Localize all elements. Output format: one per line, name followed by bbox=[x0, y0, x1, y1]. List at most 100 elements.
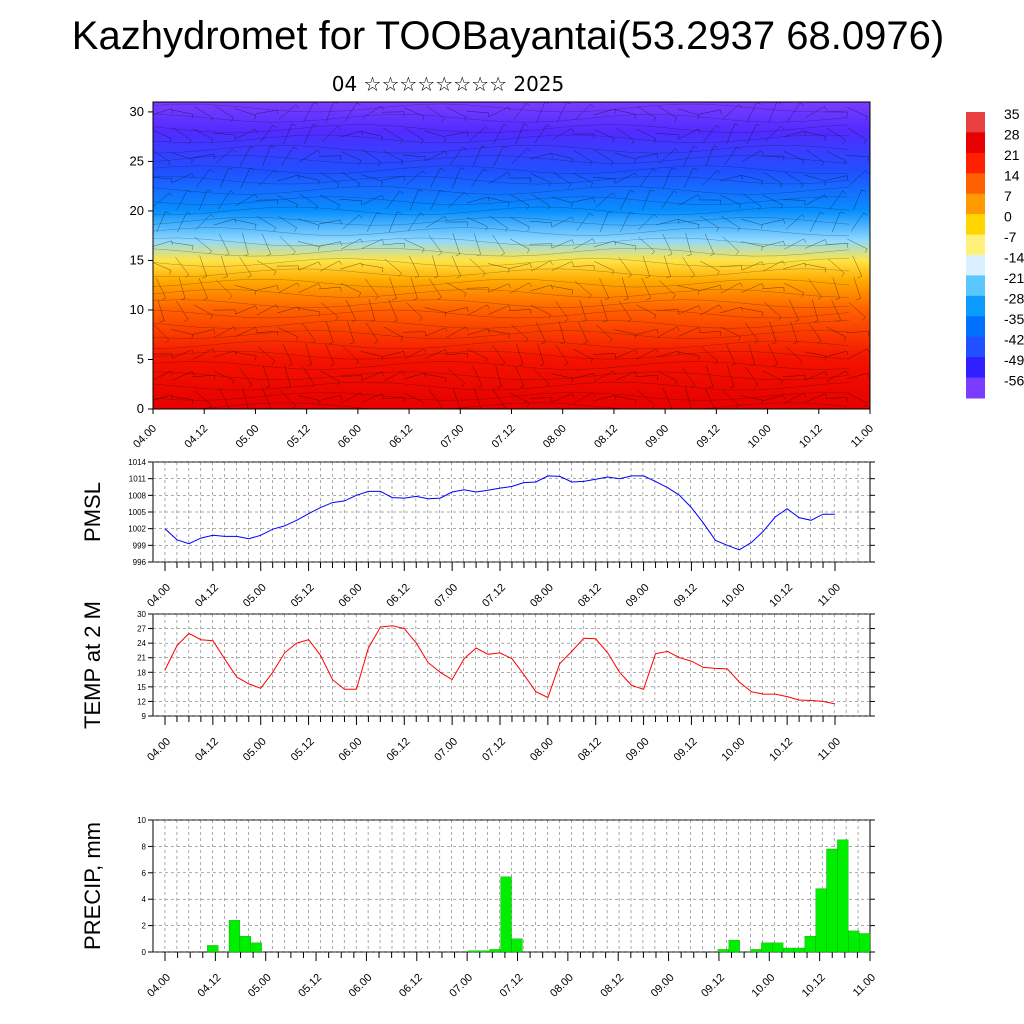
wind-barb bbox=[449, 147, 464, 165]
wind-barb bbox=[362, 194, 382, 206]
xtick-label: 05.00 bbox=[246, 972, 274, 1000]
wind-barb bbox=[704, 387, 715, 409]
wind-barb-flag bbox=[329, 342, 334, 345]
precip-bar bbox=[500, 876, 512, 953]
wind-barb bbox=[725, 343, 736, 365]
wind-barb bbox=[789, 299, 799, 321]
wind-barb bbox=[722, 104, 740, 120]
colorbar-label: 35 bbox=[1004, 106, 1020, 122]
wind-barb-flag bbox=[230, 117, 234, 122]
precip-bar bbox=[207, 945, 219, 953]
wind-barb bbox=[361, 131, 383, 137]
wind-barb bbox=[318, 286, 341, 290]
wind-barb bbox=[656, 350, 679, 358]
wind-barb bbox=[682, 256, 695, 276]
xtick-label: 06.00 bbox=[337, 582, 365, 610]
wind-barb bbox=[262, 145, 271, 167]
wind-barb-flag bbox=[714, 361, 719, 365]
wind-barb bbox=[175, 257, 189, 275]
wind-barb bbox=[153, 370, 171, 381]
wind-barb-flag bbox=[782, 260, 785, 265]
wind-barb bbox=[614, 395, 637, 401]
wind-barb-flag bbox=[611, 270, 615, 275]
wind-barb-flag bbox=[635, 245, 637, 251]
wind-barb-flag bbox=[865, 170, 869, 175]
wind-barb-flag bbox=[171, 394, 174, 400]
wind-barb bbox=[530, 173, 551, 183]
xtick-label: 04.12 bbox=[196, 972, 224, 1000]
wind-barb bbox=[783, 375, 805, 377]
wind-barb-flag bbox=[698, 356, 700, 361]
streamline bbox=[153, 309, 850, 319]
wind-barb bbox=[614, 349, 636, 359]
wind-barb bbox=[614, 329, 637, 335]
streamline bbox=[153, 361, 850, 370]
wind-barb bbox=[172, 173, 193, 183]
wind-barb-flag bbox=[738, 204, 741, 209]
wind-barb bbox=[727, 365, 735, 387]
wind-barb-flag bbox=[188, 140, 192, 144]
wind-barb bbox=[636, 128, 657, 140]
wind-barb-flag bbox=[337, 125, 341, 130]
wind-barb-flag bbox=[824, 180, 826, 186]
wind-barb-flag bbox=[603, 320, 608, 323]
temperature-series-line bbox=[164, 625, 836, 705]
wind-barb-flag bbox=[465, 326, 469, 331]
wind-barb-flag bbox=[310, 384, 315, 388]
wind-barb-flag bbox=[824, 393, 828, 398]
wind-barb bbox=[551, 285, 573, 291]
wind-barb bbox=[663, 255, 671, 277]
wind-barb-flag bbox=[318, 311, 320, 317]
xtick-label: 07.00 bbox=[447, 972, 475, 1000]
wind-barb bbox=[529, 243, 552, 245]
wind-barb bbox=[787, 102, 801, 122]
wind-barb bbox=[656, 218, 679, 226]
wind-barb bbox=[362, 149, 382, 163]
wind-barb-flag bbox=[593, 197, 595, 203]
wind-barb bbox=[509, 282, 530, 294]
streamline bbox=[153, 381, 850, 391]
wind-barb bbox=[615, 371, 636, 381]
wind-barb-flag bbox=[862, 317, 866, 321]
ytick-label: 4 bbox=[142, 895, 147, 904]
wind-barb bbox=[432, 255, 439, 277]
wind-barb-flag bbox=[501, 406, 505, 409]
wind-barb bbox=[846, 331, 869, 333]
wind-barb-flag bbox=[761, 283, 764, 288]
wind-barb-flag bbox=[773, 363, 778, 367]
wind-barb-flag bbox=[857, 275, 862, 279]
xtick-label: 04.00 bbox=[145, 972, 173, 1000]
wind-barb-flag bbox=[186, 211, 191, 215]
xtick-label: 06.12 bbox=[384, 736, 412, 764]
wind-barb bbox=[768, 102, 778, 123]
wind-barb bbox=[172, 127, 192, 141]
wind-barb bbox=[153, 150, 171, 163]
wind-barb-flag bbox=[691, 384, 695, 388]
wind-barb-flag bbox=[209, 169, 214, 173]
wind-barb bbox=[256, 304, 277, 316]
colorbar-swatch bbox=[966, 295, 985, 317]
wind-barb-flag bbox=[463, 116, 467, 122]
wind-barb bbox=[176, 190, 188, 210]
wind-barb-flag bbox=[288, 363, 293, 367]
wind-barb-flag bbox=[254, 194, 258, 199]
wind-barb-flag bbox=[402, 370, 406, 375]
wind-barb bbox=[847, 392, 868, 404]
wind-barb bbox=[593, 177, 616, 179]
wind-barb bbox=[153, 108, 172, 115]
wind-barb-flag bbox=[318, 283, 321, 288]
wind-barb bbox=[805, 106, 825, 118]
wind-barb-flag bbox=[330, 363, 335, 367]
wind-barb bbox=[762, 194, 783, 206]
wind-barb bbox=[403, 154, 426, 158]
wind-barb bbox=[551, 196, 573, 204]
wind-barb bbox=[410, 277, 418, 299]
y-axis-label: PRECIP, mm bbox=[80, 822, 105, 950]
wind-barb-flag bbox=[801, 214, 806, 219]
wind-barb bbox=[277, 195, 298, 205]
streamline bbox=[153, 165, 850, 174]
streamline bbox=[153, 145, 850, 154]
wind-barb-flag bbox=[824, 106, 828, 111]
colorbar-swatch bbox=[966, 214, 985, 236]
